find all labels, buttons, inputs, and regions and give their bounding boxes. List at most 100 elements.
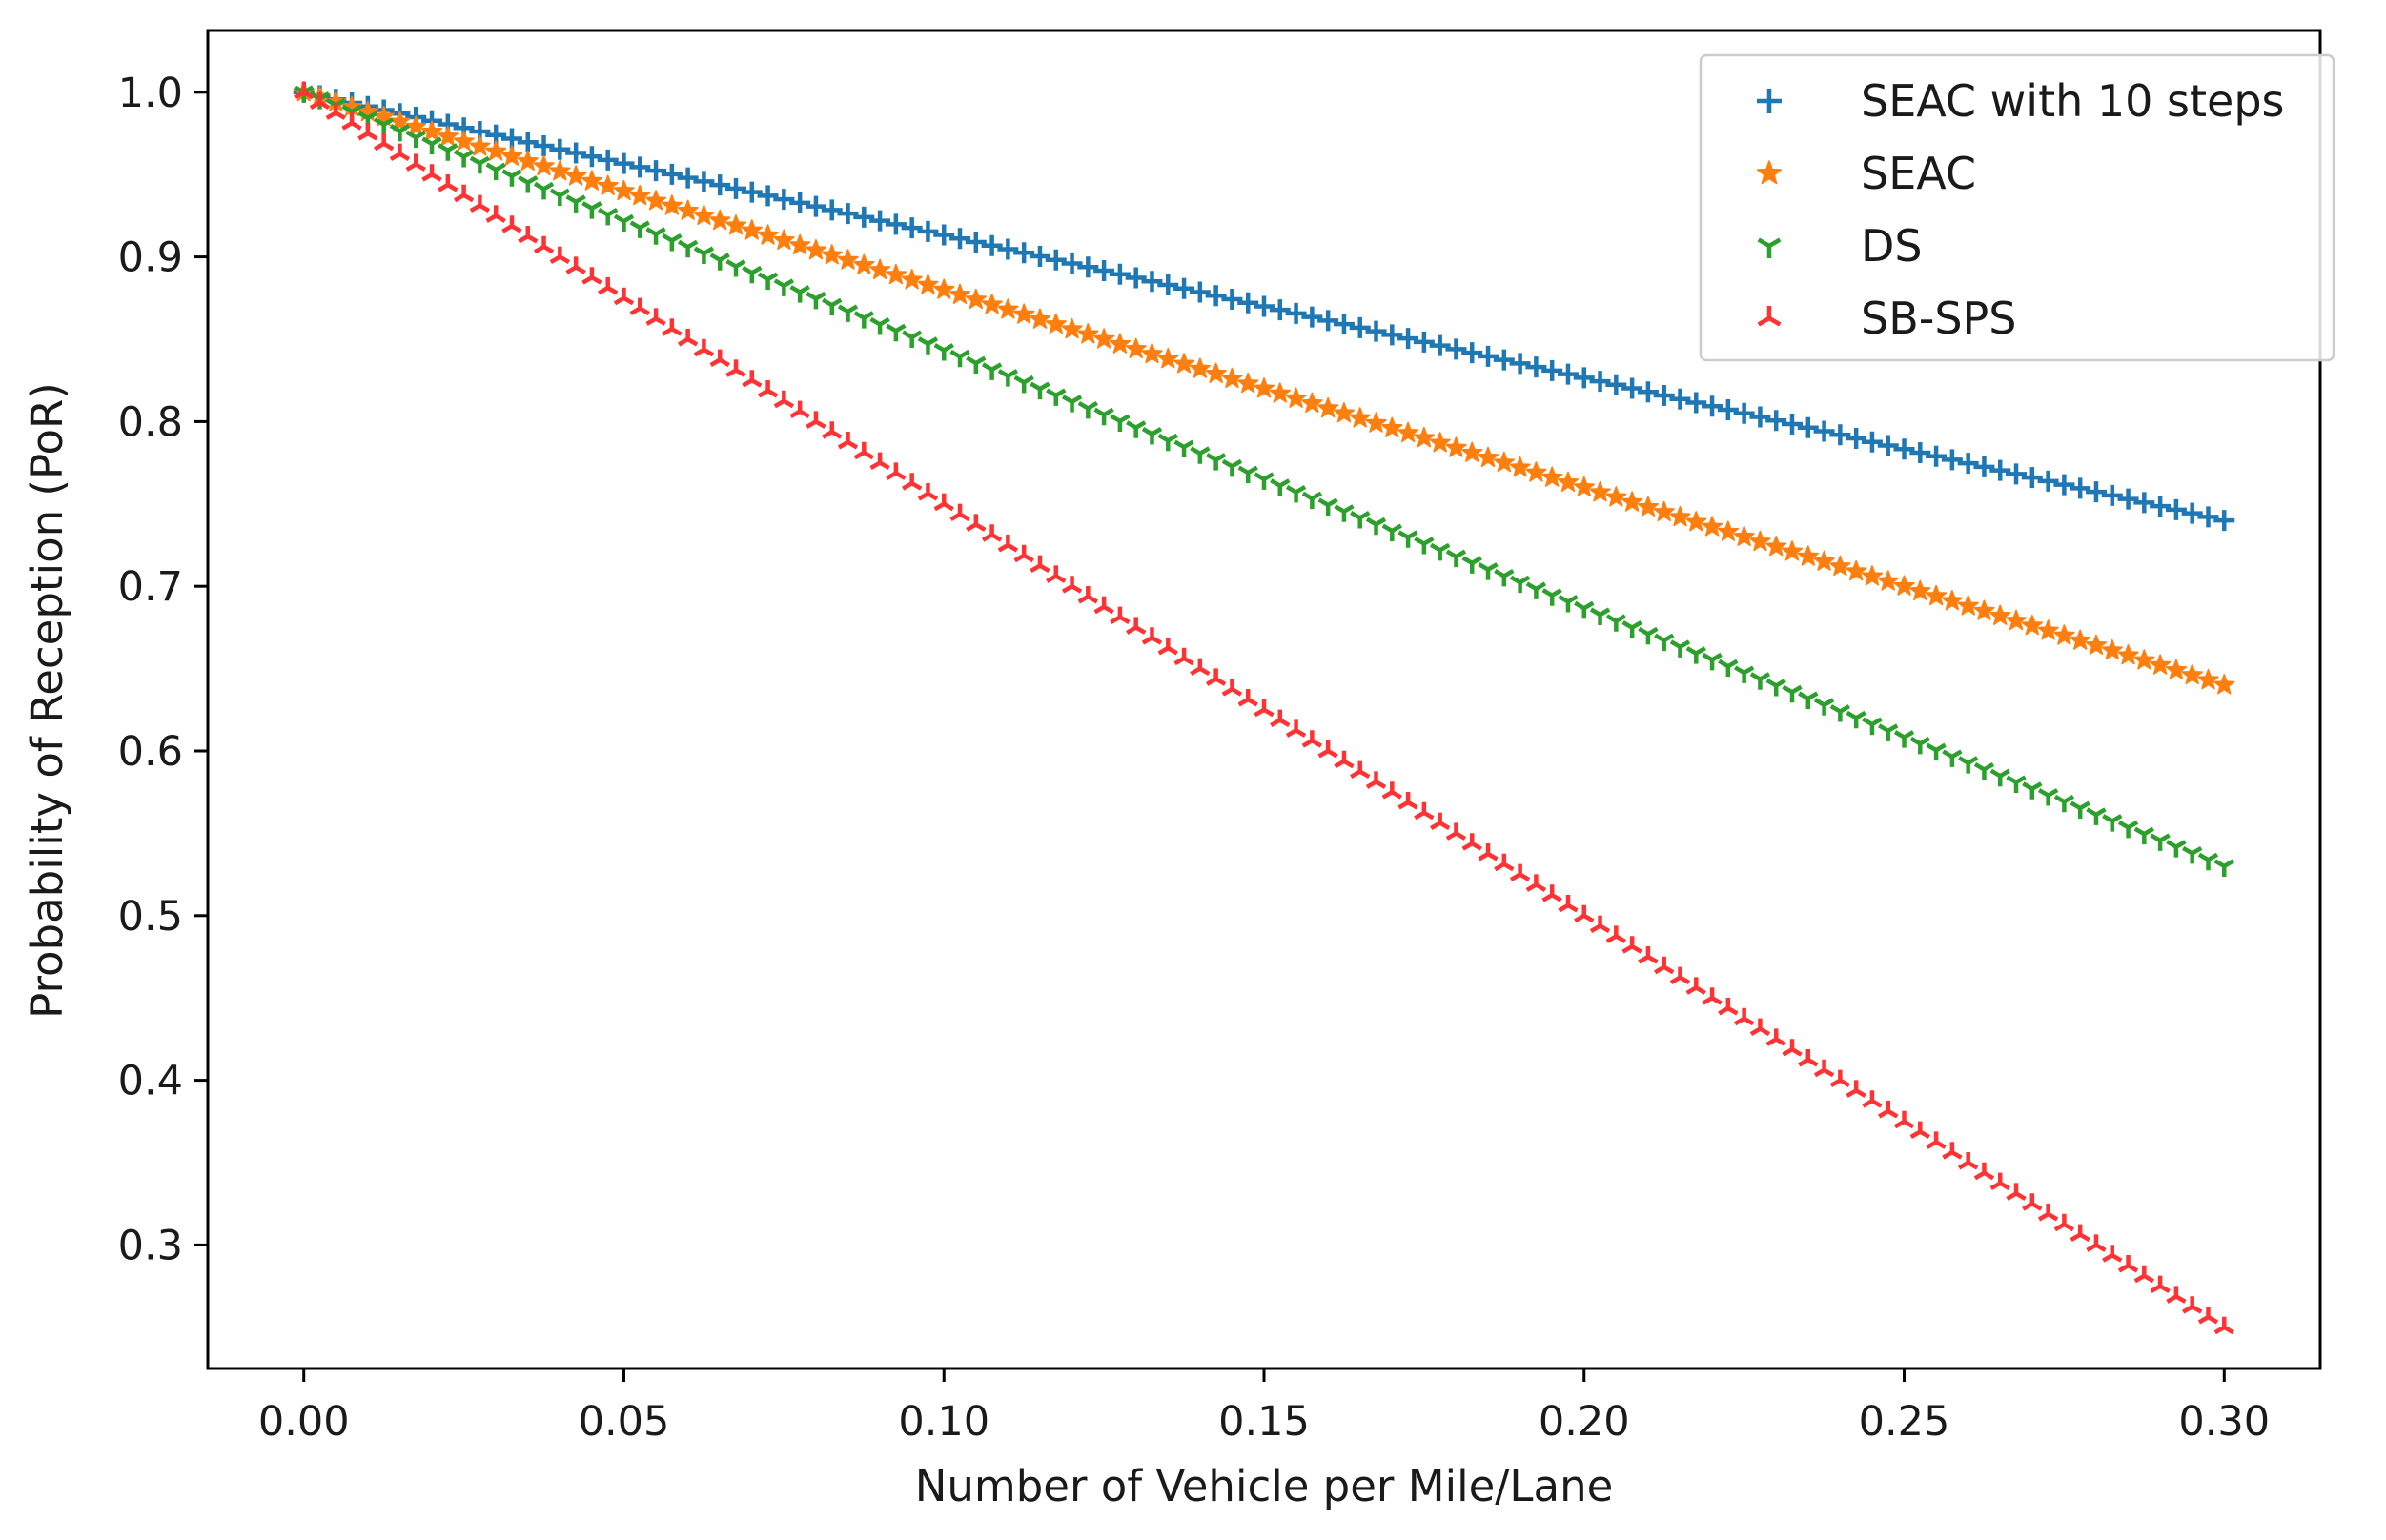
data-point [1846,1080,1866,1098]
data-point [1621,620,1642,638]
data-point [1093,596,1114,615]
data-point [1877,435,1899,456]
data-point [357,123,378,141]
data-point [1782,1039,1803,1057]
data-point [1685,646,1706,664]
data-point [1397,530,1418,548]
y-tick-label: 0.9 [118,234,183,282]
data-point [1574,600,1595,619]
data-point [1205,362,1227,383]
data-point [757,224,779,245]
data-point [1813,550,1835,571]
data-point [1718,659,1739,678]
data-point [1334,504,1355,522]
legend-item: SEAC with 10 steps [1757,75,2285,127]
data-point [1621,936,1642,954]
data-point [1829,424,1851,446]
y-tick-label: 1.0 [118,70,183,117]
data-point [1878,1101,1899,1119]
data-point [2102,1245,2123,1263]
data-point [1926,1131,1947,1149]
data-point [1316,396,1339,418]
data-point [1861,431,1883,453]
data-point [1013,544,1034,563]
data-point [1589,371,1611,393]
x-axis-label: Number of Vehicle per Mile/Lane [915,1461,1614,1511]
data-point [869,316,890,335]
data-point [965,288,988,310]
data-point [693,171,715,192]
data-point [1445,822,1467,841]
data-point [2022,1193,2043,1211]
data-point [1237,465,1258,484]
data-point [581,201,602,219]
data-point [564,165,587,186]
data-point [837,203,859,225]
data-point [1478,843,1499,861]
data-point [1110,606,1131,625]
data-point [1013,375,1034,394]
x-tick-label: 0.30 [2178,1398,2270,1446]
data-point [1269,382,1291,403]
data-point [1205,453,1227,471]
data-point [1126,617,1147,635]
data-point [469,135,491,156]
data-point [1221,679,1243,697]
data-point [629,297,650,316]
data-point [1461,441,1483,462]
data-point [453,130,475,152]
data-point [1254,699,1275,718]
data-point [1926,742,1947,761]
data-point [309,91,331,111]
data-point [677,167,699,189]
data-point [933,493,954,512]
data-point [1893,575,1915,596]
data-point [677,199,699,220]
data-point [1846,427,1867,449]
data-point [725,259,746,277]
data-point [1012,303,1035,324]
data-point [389,143,411,162]
data-point [581,170,603,191]
data-point [1125,337,1147,359]
data-point [709,209,731,231]
data-point [886,323,907,342]
data-point [885,213,907,235]
data-point [2085,634,2108,656]
data-point [2037,470,2059,492]
data-point [1046,388,1067,406]
y-tick-label: 0.8 [118,398,183,446]
data-point [645,227,666,245]
data-point [325,102,346,120]
data-point [2037,1204,2059,1222]
data-point [1781,540,1804,561]
data-point [1397,328,1419,350]
data-point [981,234,1003,256]
data-point [997,298,1019,319]
data-point [1478,562,1499,580]
data-point [869,210,891,232]
data-point [1093,407,1114,426]
data-point [917,220,939,242]
data-point [1092,328,1115,349]
legend-box [1699,53,2335,362]
data-point [1045,313,1067,334]
data-point [2070,477,2091,499]
y-tick-label: 0.5 [118,893,183,941]
data-point [453,184,475,203]
y-tick-label: 0.6 [118,728,183,776]
data-point [1862,717,1883,736]
data-point [677,329,699,347]
data-point [485,162,506,181]
legend-marker [1757,237,1782,258]
data-point [2133,826,2154,845]
legend-marker [1757,89,1782,113]
data-point [901,269,923,290]
data-point [405,115,427,136]
x-tick-label: 0.00 [258,1398,350,1446]
data-point [1285,719,1307,738]
data-point [757,272,779,291]
data-point [1973,456,1995,477]
data-point [644,190,667,211]
data-point [1478,345,1499,367]
